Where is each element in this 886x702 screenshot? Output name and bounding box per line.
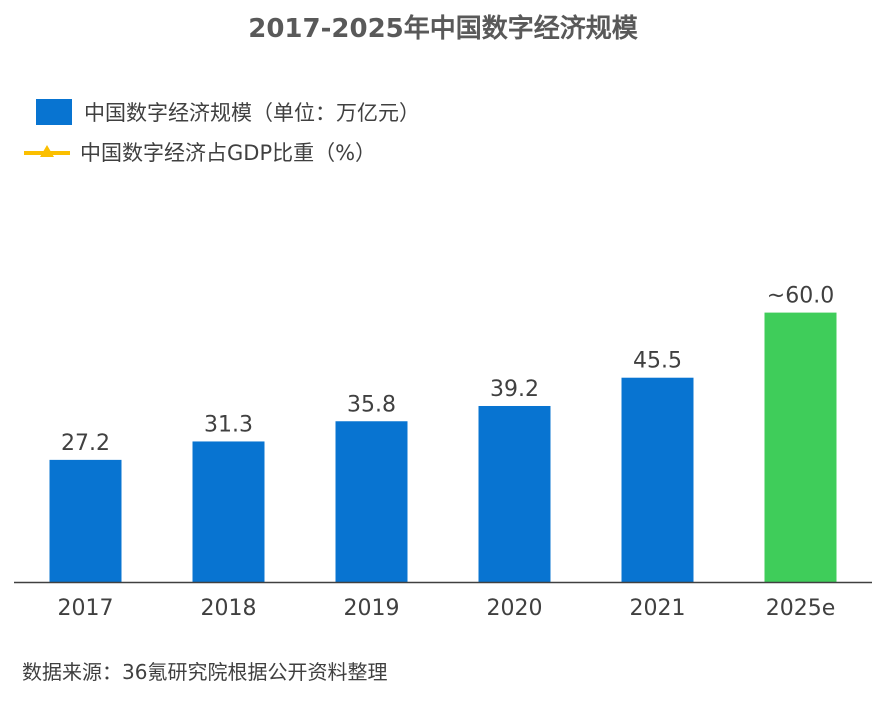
legend-item-line: 中国数字经济占GDP比重（%） xyxy=(22,132,420,172)
x-tick-label: 2019 xyxy=(344,596,400,621)
x-tick-label: 2021 xyxy=(630,596,686,621)
legend: 中国数字经济规模（单位：万亿元） 中国数字经济占GDP比重（%） xyxy=(22,92,420,172)
bar-value-label: 39.2 xyxy=(490,377,539,402)
legend-item-bar: 中国数字经济规模（单位：万亿元） xyxy=(22,92,420,132)
legend-line-swatch xyxy=(24,145,70,157)
bar xyxy=(764,312,837,582)
source-note: 数据来源：36氪研究院根据公开资料整理 xyxy=(22,660,388,684)
bar xyxy=(49,459,122,582)
bar xyxy=(478,405,551,582)
bar-value-label: 45.5 xyxy=(633,349,682,374)
x-tick-label: 2017 xyxy=(58,596,114,621)
bar-value-label: 35.8 xyxy=(347,392,396,417)
bar-value-label: ~60.0 xyxy=(767,284,834,309)
bar-value-label: 31.3 xyxy=(204,412,253,437)
x-tick-label: 2025e xyxy=(766,596,836,621)
chart-title: 2017-2025年中国数字经济规模 xyxy=(248,14,638,44)
legend-bar-swatch xyxy=(36,99,72,125)
x-tick-label: 2020 xyxy=(487,596,543,621)
bar-value-label: 27.2 xyxy=(61,431,110,456)
x-tick-label: 2018 xyxy=(201,596,257,621)
bar xyxy=(335,421,408,582)
bar xyxy=(621,377,694,582)
legend-line-label: 中国数字经济占GDP比重（%） xyxy=(80,141,377,165)
legend-bar-label: 中国数字经济规模（单位：万亿元） xyxy=(84,101,420,125)
bar xyxy=(192,441,265,582)
